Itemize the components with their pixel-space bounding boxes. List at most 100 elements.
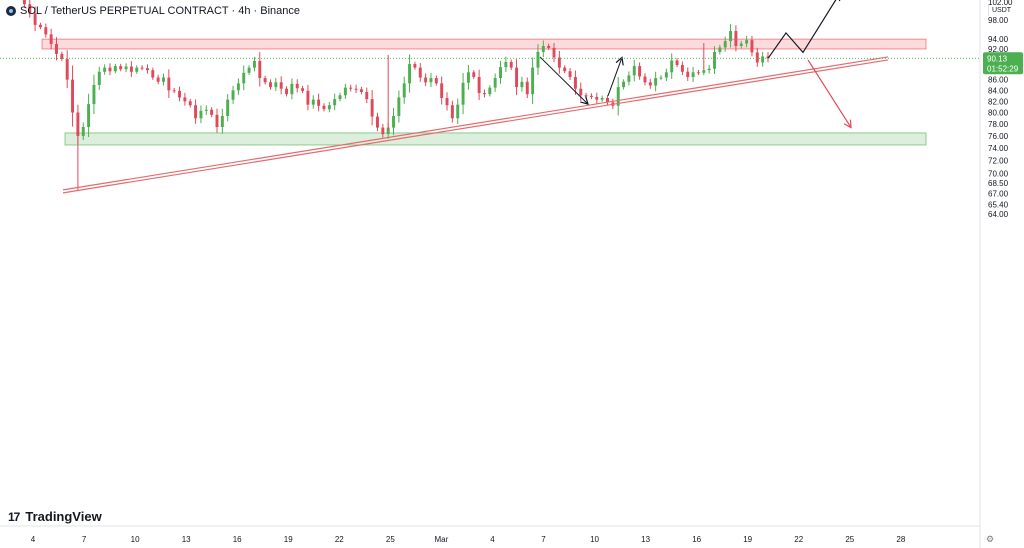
candle-body [648, 82, 652, 86]
x-tick-label: 22 [794, 535, 803, 544]
candle-body [440, 83, 444, 99]
candle-body [60, 53, 64, 59]
bearish-projection-arrow [807, 59, 852, 128]
candle-body [129, 66, 133, 72]
candle-body [734, 31, 738, 46]
candle-body [595, 96, 599, 100]
x-tick-label: 13 [641, 535, 650, 544]
candle-body [445, 98, 449, 106]
y-tick-label: 92.00 [988, 45, 1009, 54]
candle-body [322, 105, 326, 110]
y-tick-label: 84.00 [988, 86, 1009, 95]
candle-body [680, 65, 684, 72]
candle-body [461, 82, 465, 105]
candle-body [723, 41, 727, 48]
zone-layer [41, 38, 927, 146]
arrow-head [843, 119, 852, 129]
candle-body [632, 66, 636, 76]
candle-body [145, 68, 149, 71]
candle-body [199, 110, 203, 119]
candle-body [365, 91, 369, 100]
arrow-head [615, 56, 624, 66]
candle-body [686, 71, 690, 78]
candle-body [696, 72, 700, 74]
swing-arrow-down [539, 56, 589, 105]
candle-body [55, 44, 58, 54]
trendline [62, 59, 889, 194]
candle-body [263, 78, 267, 83]
candle-body [215, 114, 219, 128]
candle-body [568, 71, 572, 78]
candle-body [456, 104, 460, 119]
candle-body [413, 64, 417, 68]
candle-body [327, 105, 331, 110]
arrow-head [838, 0, 841, 2]
x-tick-label: 7 [82, 535, 87, 544]
candle-body [338, 95, 342, 100]
candle-body [156, 77, 160, 82]
candle-body [536, 51, 540, 68]
candle-body [226, 99, 230, 116]
candle-body [589, 95, 593, 97]
candle-body [525, 81, 529, 95]
candle-body [204, 109, 208, 111]
drawings-layer [0, 0, 980, 194]
candles-layer [22, 0, 770, 190]
candle-body [418, 67, 422, 78]
candle-body [28, 4, 32, 14]
candle-body [472, 72, 476, 78]
candle-body [547, 45, 551, 48]
candle-body [258, 60, 262, 79]
x-tick-label: 13 [182, 535, 191, 544]
candle-body [65, 58, 69, 80]
candle-body [311, 99, 315, 105]
y-tick-label: 94.00 [988, 35, 1009, 44]
y-tick-label: 80.00 [988, 109, 1009, 118]
candle-body [627, 75, 631, 82]
last-price-value: 90.13 [987, 54, 1008, 63]
x-tick-label: 10 [131, 535, 140, 544]
tradingview-logo[interactable]: 17 TradingView [8, 509, 102, 524]
candle-body [488, 87, 492, 95]
candle-body [236, 83, 240, 91]
candle-body [252, 60, 256, 68]
x-tick-label: 25 [845, 535, 854, 544]
candle-body [124, 66, 128, 70]
candle-body [306, 90, 310, 105]
candle-body [750, 40, 754, 53]
candle-body [76, 112, 80, 136]
candle-body [81, 127, 85, 136]
countdown-timer: 01:52:29 [987, 64, 1019, 73]
last-price-tag [983, 52, 1023, 75]
settings-gear-icon[interactable]: ⚙ [986, 534, 995, 544]
candle-body [194, 105, 198, 119]
tradingview-wordmark: TradingView [25, 509, 102, 524]
y-tick-label: 70.00 [988, 169, 1009, 178]
x-tick-label: 4 [490, 535, 495, 544]
candle-body [477, 77, 481, 94]
candle-body [295, 83, 299, 89]
x-tick-label: 7 [541, 535, 546, 544]
candle-body [269, 82, 272, 88]
x-tick-label: 16 [233, 535, 242, 544]
candle-body [745, 40, 749, 44]
y-tick-label: 68.50 [988, 179, 1009, 188]
x-tick-label: 28 [896, 535, 905, 544]
candle-body [509, 61, 513, 68]
candle-body [354, 88, 358, 90]
candle-body [664, 72, 668, 78]
candle-body [210, 109, 214, 115]
candle-body [504, 61, 508, 68]
candle-body [333, 99, 337, 106]
y-tick-label: 78.00 [988, 120, 1009, 129]
candle-body [87, 104, 91, 128]
candle-body [343, 87, 347, 96]
candle-body [151, 70, 155, 78]
candle-body [135, 67, 139, 72]
chart-header[interactable]: SOL / TetherUS PERPETUAL CONTRACT · 4h ·… [6, 4, 300, 18]
candle-body [49, 34, 53, 45]
candle-body [71, 79, 75, 113]
candle-body [167, 77, 171, 91]
currency-selector[interactable]: USDT [988, 5, 1014, 16]
